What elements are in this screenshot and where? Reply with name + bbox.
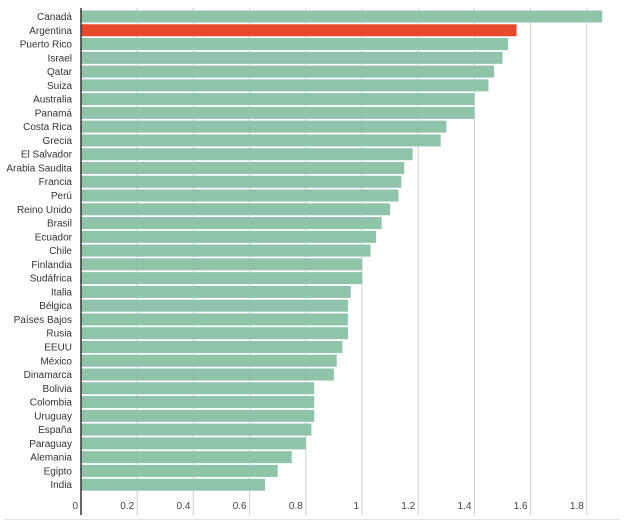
x-tick-label: 0.4 bbox=[176, 501, 190, 512]
bar-bolivia bbox=[81, 382, 315, 395]
category-label: Países Bajos bbox=[14, 315, 72, 326]
category-label: México bbox=[40, 356, 72, 367]
x-tick-label: 0.6 bbox=[233, 501, 247, 512]
bar-países-bajos bbox=[81, 313, 348, 326]
x-tick-label: 1 bbox=[353, 501, 359, 512]
category-label: Colombia bbox=[30, 398, 73, 409]
category-label: Qatar bbox=[47, 67, 73, 78]
x-axis-ticks: 0 0.2 0.4 0.6 0.8 1 1.2 1.4 1.6 1.8 bbox=[72, 501, 584, 512]
category-label: Costa Rica bbox=[23, 122, 72, 133]
bar-méxico bbox=[81, 354, 337, 367]
bar-colombia bbox=[81, 396, 315, 409]
category-label: India bbox=[50, 480, 72, 491]
category-label: Paraguay bbox=[29, 439, 72, 450]
category-label: Perú bbox=[51, 191, 72, 202]
bar-finlandia bbox=[81, 258, 362, 271]
bar-españa bbox=[81, 423, 312, 436]
category-label: Grecia bbox=[43, 136, 73, 147]
category-label: Finlandia bbox=[31, 260, 72, 271]
category-label: España bbox=[38, 425, 72, 436]
category-label: Panamá bbox=[35, 108, 73, 119]
category-label: Australia bbox=[33, 95, 72, 106]
bar-india bbox=[81, 478, 266, 491]
x-tick-label: 1.8 bbox=[570, 501, 584, 512]
x-tick-label: 1.2 bbox=[401, 501, 415, 512]
category-label: Israel bbox=[48, 53, 72, 64]
category-label: Chile bbox=[49, 246, 72, 257]
bar-egipto bbox=[81, 464, 278, 477]
bar-brasil bbox=[81, 217, 382, 230]
bar-argentina bbox=[81, 24, 517, 37]
x-tick-label: 0 bbox=[72, 501, 78, 512]
bar-puerto-rico bbox=[81, 38, 509, 51]
bar-israel bbox=[81, 51, 503, 64]
x-tick-label: 0.2 bbox=[120, 501, 134, 512]
category-label: Arabia Saudita bbox=[6, 163, 72, 174]
bar-bélgica bbox=[81, 299, 348, 312]
category-labels: Canadá Argentina Puerto Rico Israel Qatar Sui… bbox=[6, 12, 72, 491]
bars bbox=[81, 10, 603, 491]
category-label: EEUU bbox=[44, 342, 72, 353]
bar-sudáfrica bbox=[81, 272, 362, 285]
bar-canadá bbox=[81, 10, 603, 23]
category-label: Argentina bbox=[29, 26, 72, 37]
category-label: Brasil bbox=[47, 219, 72, 230]
bar-alemania bbox=[81, 451, 292, 464]
bar-qatar bbox=[81, 65, 495, 78]
category-label: Francia bbox=[39, 177, 73, 188]
bar-perú bbox=[81, 189, 399, 202]
x-tick-label: 0.8 bbox=[289, 501, 303, 512]
bar-dinamarca bbox=[81, 368, 334, 381]
bar-suiza bbox=[81, 79, 489, 92]
bar-grecia bbox=[81, 134, 441, 147]
x-tick-label: 1.4 bbox=[457, 501, 471, 512]
category-label: Suiza bbox=[47, 81, 72, 92]
bar-ecuador bbox=[81, 230, 377, 243]
bar-reino-unido bbox=[81, 203, 391, 216]
bar-eeuu bbox=[81, 340, 343, 353]
category-label: Bolivia bbox=[43, 384, 73, 395]
x-tick-label: 1.6 bbox=[514, 501, 528, 512]
bar-panamá bbox=[81, 106, 475, 119]
category-label: Sudáfrica bbox=[30, 274, 73, 285]
bar-arabia-saudita bbox=[81, 161, 405, 174]
category-label: Puerto Rico bbox=[20, 40, 73, 51]
category-label: Egipto bbox=[44, 466, 73, 477]
bar-italia bbox=[81, 285, 351, 298]
category-label: El Salvador bbox=[21, 150, 73, 161]
category-label: Alemania bbox=[30, 453, 72, 464]
bar-uruguay bbox=[81, 409, 315, 422]
bar-australia bbox=[81, 93, 475, 106]
category-label: Italia bbox=[51, 287, 73, 298]
bar-paraguay bbox=[81, 437, 306, 450]
category-label: Bélgica bbox=[39, 301, 72, 312]
bar-costa-rica bbox=[81, 120, 447, 133]
bar-francia bbox=[81, 175, 402, 188]
divider bbox=[4, 519, 620, 520]
category-label: Rusia bbox=[46, 329, 72, 340]
category-label: Uruguay bbox=[34, 411, 72, 422]
category-label: Canadá bbox=[37, 12, 72, 23]
category-label: Ecuador bbox=[35, 232, 73, 243]
category-label: Reino Unido bbox=[17, 205, 72, 216]
category-label: Dinamarca bbox=[24, 370, 73, 381]
bar-rusia bbox=[81, 327, 348, 340]
bar-chile bbox=[81, 244, 371, 257]
bar-el-salvador bbox=[81, 148, 413, 161]
